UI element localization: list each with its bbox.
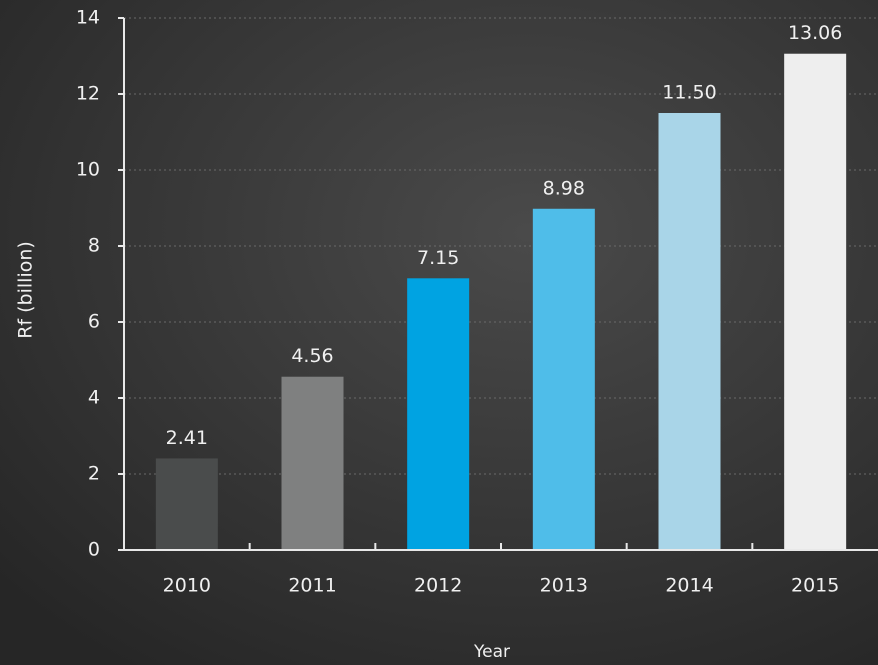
value-label: 11.50 [662,82,716,104]
bar [281,376,344,550]
x-tick-label: 2012 [414,575,462,597]
x-tick-label: 2015 [791,575,839,597]
x-tick-label: 2013 [540,575,588,597]
value-label: 2.41 [166,427,208,449]
bar [407,278,470,550]
bar [784,53,847,550]
x-tick-label: 2010 [163,575,211,597]
x-tick-label: 2011 [288,575,336,597]
bar [658,113,721,550]
bar [532,208,595,550]
y-tick-label: 2 [88,463,100,485]
value-label: 8.98 [543,177,585,199]
y-tick-label: 0 [88,539,100,561]
bar [155,458,218,550]
y-tick-label: 8 [88,235,100,257]
y-tick-label: 4 [88,387,100,409]
y-tick-label: 14 [76,7,100,29]
value-label: 13.06 [788,22,842,44]
y-tick-label: 10 [76,159,100,181]
y-axis-label: Rf (billion) [15,241,37,339]
value-label: 7.15 [417,247,459,269]
x-axis-label: Year [473,642,510,662]
y-tick-label: 6 [88,311,100,333]
y-tick-label: 12 [76,83,100,105]
x-tick-label: 2014 [665,575,713,597]
value-label: 4.56 [291,345,333,367]
